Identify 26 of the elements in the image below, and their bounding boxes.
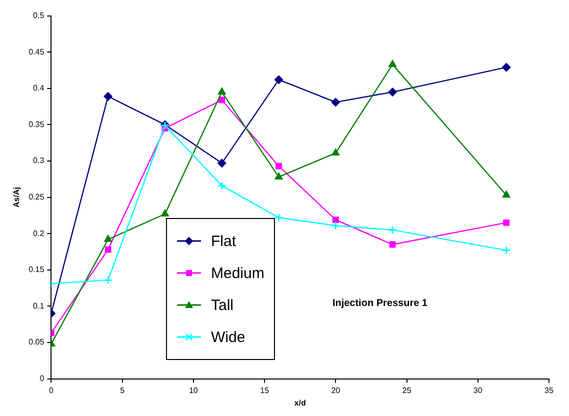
- annotation: Injection Pressure 1: [332, 298, 428, 310]
- y-tick-label: 0.35: [28, 120, 45, 129]
- y-tick-label: 0.15: [28, 265, 45, 274]
- y-tick-label: 0.5: [33, 11, 45, 20]
- x-tick-label: 10: [188, 386, 198, 395]
- legend-label: Flat: [211, 232, 236, 250]
- y-tick-label: 0.2: [33, 228, 45, 238]
- x-tick-label: 30: [473, 386, 483, 395]
- x-axis-title: x/d: [294, 398, 306, 408]
- x-tick-label: 35: [544, 386, 554, 395]
- x-tick-label: 0: [48, 386, 54, 395]
- y-tick-label: 0.1: [33, 301, 45, 310]
- y-tick-label: 0.4: [33, 84, 45, 93]
- legend-label: Wide: [211, 328, 246, 346]
- x-tick-label: 20: [331, 386, 341, 395]
- x-tick-label: 5: [120, 386, 126, 395]
- y-tick-label: 0.3: [33, 156, 45, 166]
- x-tick-label: 25: [402, 386, 412, 395]
- y-tick-label: 0.45: [28, 47, 45, 56]
- x-tick-label: 15: [260, 386, 270, 395]
- legend-label: Medium: [211, 264, 264, 282]
- y-tick-label: 0: [40, 374, 45, 384]
- legend-label: Tall: [211, 296, 234, 314]
- y-tick-label: 0.25: [28, 192, 45, 202]
- y-tick-label: 0.05: [28, 338, 45, 347]
- y-axis-title: As/Aj: [12, 187, 22, 208]
